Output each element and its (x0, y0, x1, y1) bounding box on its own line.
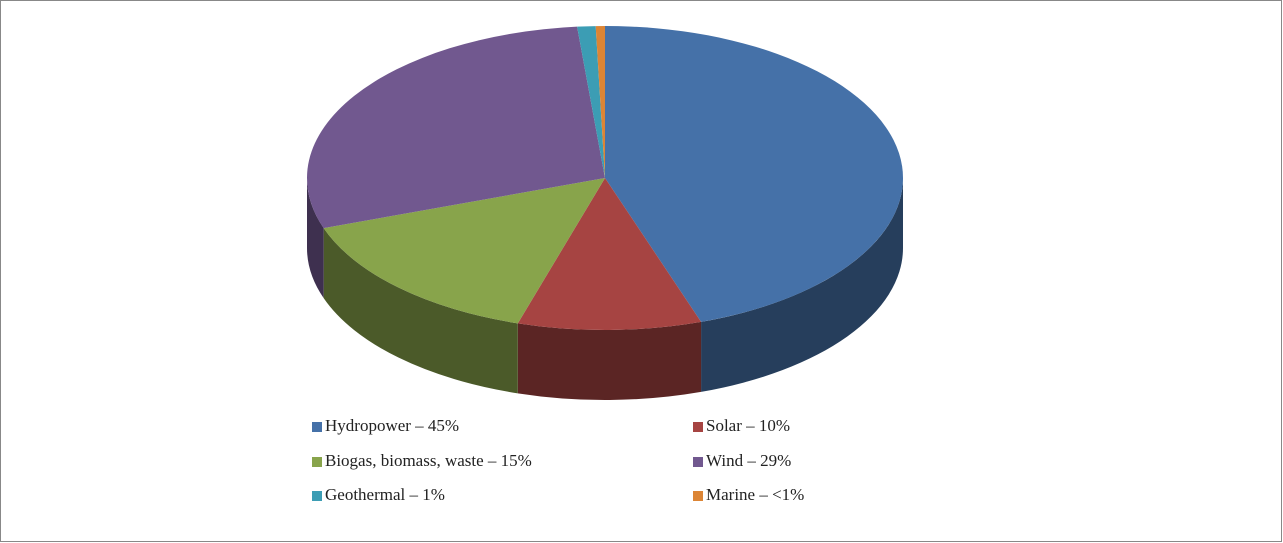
slice (517, 178, 702, 330)
legend-swatch (312, 422, 322, 432)
slice (323, 178, 605, 324)
legend-label: Biogas, biomass, waste – 15% (325, 451, 532, 470)
slice (605, 26, 903, 322)
slice-side (307, 178, 324, 299)
slice (307, 26, 605, 229)
slice (595, 26, 605, 178)
slice-side (517, 321, 702, 400)
legend-label: Solar – 10% (706, 416, 790, 435)
slice (577, 26, 605, 178)
legend-swatch (312, 457, 322, 467)
legend-swatch (312, 491, 322, 501)
slice-side (701, 178, 903, 392)
legend-label: Wind – 29% (706, 451, 791, 470)
legend-swatch (693, 422, 703, 432)
slice-side (323, 228, 518, 394)
legend-label: Hydropower – 45% (325, 416, 459, 435)
legend-swatch (693, 457, 703, 467)
legend-label: Geothermal – 1% (325, 485, 445, 504)
legend-swatch (693, 491, 703, 501)
legend-label: Marine – <1% (706, 485, 804, 504)
